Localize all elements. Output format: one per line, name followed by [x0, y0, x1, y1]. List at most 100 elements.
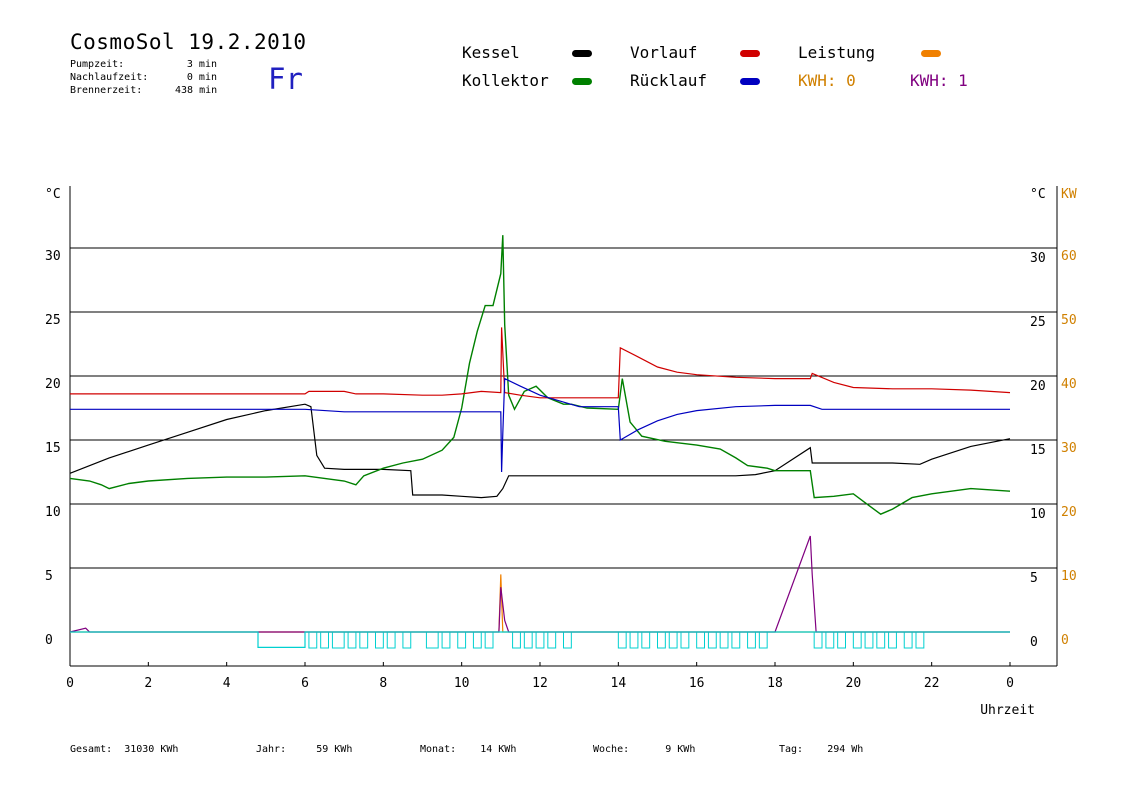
footer-label: Monat:	[420, 744, 457, 755]
y-tick-label-left: 30	[45, 249, 61, 264]
stat-brennerzeit: Brennerzeit: 438 min	[70, 84, 217, 97]
legend-vorlauf-label: Vorlauf	[630, 43, 698, 62]
y-tick-label-kw: 30	[1061, 441, 1077, 456]
legend-kessel-swatch	[572, 50, 592, 57]
footer-jahr: Jahr: 59 KWh	[256, 744, 352, 755]
legend-kwh1-label: KWH: 1	[910, 71, 968, 90]
x-tick-label: 18	[767, 676, 783, 691]
pump-indicator	[484, 631, 494, 649]
pump-indicator	[563, 631, 572, 649]
footer-tag: Tag: 294 Wh	[779, 744, 863, 755]
pump-indicator	[657, 631, 666, 649]
x-tick-label: 22	[924, 676, 940, 691]
y-tick-label-right: 15	[1030, 443, 1046, 458]
y-tick-label-right: 5	[1030, 571, 1038, 586]
footer-label: Woche:	[593, 744, 630, 755]
y-axis-unit-kw: KW	[1061, 187, 1077, 202]
series-line-kollektor	[69, 235, 1011, 516]
pump-indicator	[523, 631, 533, 649]
x-tick-label: 8	[379, 676, 387, 691]
legend-vorlauf-swatch	[740, 50, 760, 57]
series-line-r-cklauf	[70, 377, 1010, 473]
footer-monat: Monat: 14 KWh	[420, 744, 516, 755]
pump-indicator	[747, 631, 756, 649]
pump-indicator	[668, 631, 678, 649]
pump-indicator	[852, 631, 862, 649]
y-tick-label-right: 30	[1030, 251, 1046, 266]
pump-indicator	[617, 631, 627, 649]
pump-indicator	[402, 631, 412, 649]
pump-indicator	[441, 631, 451, 649]
series-line-vorlauf	[70, 327, 1011, 399]
series-line-pumpe	[70, 631, 1010, 649]
footer-woche: Woche: 9 KWh	[593, 744, 695, 755]
legend-ruecklauf-label: Rücklauf	[630, 71, 708, 90]
x-tick-label: 20	[846, 676, 862, 691]
x-tick-label: 0	[1006, 676, 1014, 691]
footer-gesamt: Gesamt: 31030 KWh	[70, 744, 178, 755]
pump-indicator	[472, 631, 482, 649]
y-tick-label-right: 10	[1030, 507, 1046, 522]
pump-indicator	[535, 631, 545, 649]
footer-value: 59 KWh	[316, 744, 353, 755]
y-axis-unit-left: °C	[45, 187, 61, 202]
weekday-label: Fr	[268, 62, 303, 96]
pump-indicator	[696, 631, 706, 649]
pump-indicator	[386, 631, 396, 649]
pump-indicator	[320, 631, 329, 649]
y-tick-label-right: 20	[1030, 379, 1046, 394]
y-axis-unit-right: °C	[1030, 187, 1046, 202]
pump-indicator	[888, 631, 897, 649]
y-tick-label-left: 25	[45, 313, 61, 328]
stat-nachlaufzeit: Nachlaufzeit: 0 min	[70, 71, 217, 84]
footer-label: Jahr:	[256, 744, 287, 755]
footer-value: 14 KWh	[480, 744, 517, 755]
legend-leistung-label: Leistung	[798, 43, 876, 62]
pump-indicator	[813, 631, 823, 649]
pump-indicator	[425, 631, 439, 649]
legend-ruecklauf-swatch	[740, 78, 760, 85]
y-tick-label-kw: 60	[1061, 249, 1077, 264]
x-tick-label: 12	[532, 676, 548, 691]
legend-kollektor-swatch	[572, 78, 592, 85]
stat-value: 438 min	[175, 85, 218, 96]
footer-label: Tag:	[779, 744, 804, 755]
stat-value: 3 min	[186, 59, 217, 70]
pump-indicator	[629, 631, 639, 649]
y-tick-label-kw: 50	[1061, 313, 1077, 328]
pump-indicator	[707, 631, 717, 649]
footer-value: 294 Wh	[827, 744, 864, 755]
legend-leistung-swatch	[921, 50, 941, 57]
pump-indicator	[915, 631, 925, 649]
pump-indicator	[837, 631, 847, 649]
legend-kessel-label: Kessel	[462, 43, 520, 62]
stat-pumpzeit: Pumpzeit: 3 min	[70, 58, 217, 71]
pump-indicator	[308, 631, 318, 649]
page-title: CosmoSol 19.2.2010	[70, 30, 307, 54]
x-tick-label: 2	[144, 676, 152, 691]
x-tick-label: 6	[301, 676, 309, 691]
pump-indicator	[512, 631, 521, 649]
pump-indicator	[864, 631, 874, 649]
pump-indicator	[457, 631, 467, 649]
footer-value: 9 KWh	[665, 744, 696, 755]
footer-label: Gesamt:	[70, 744, 113, 755]
pump-indicator	[375, 631, 384, 649]
y-tick-label-kw: 40	[1061, 377, 1077, 392]
pump-indicator	[359, 631, 369, 649]
stat-label: Pumpzeit:	[70, 59, 125, 70]
y-tick-label-kw: 10	[1061, 569, 1077, 584]
y-tick-label-kw: 20	[1061, 505, 1077, 520]
pump-indicator	[347, 631, 357, 649]
stat-value: 0 min	[186, 72, 217, 83]
y-tick-label-left: 10	[45, 505, 61, 520]
series-line-kwh-1	[69, 535, 1010, 633]
y-tick-label-right: 25	[1030, 315, 1046, 330]
pump-indicator	[758, 631, 768, 649]
stat-label: Brennerzeit:	[70, 85, 143, 96]
pump-indicator	[903, 631, 913, 649]
x-tick-label: 0	[66, 676, 74, 691]
series-line-leistung	[70, 574, 1010, 633]
y-tick-label-left: 15	[45, 441, 61, 456]
